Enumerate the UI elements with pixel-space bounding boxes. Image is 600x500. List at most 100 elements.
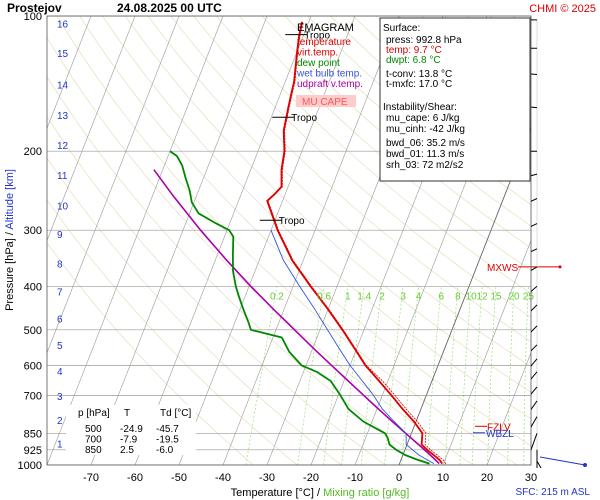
x-axis-label: Temperature [°C] / Mixing ratio [g/kg] [231,487,410,499]
wind-barb [531,150,537,152]
altitude-tick-label: 16 [57,20,69,31]
wind-barb-shaft [531,73,538,75]
mixing-ratio-label: 20 [508,291,520,302]
table-header: T [124,408,130,419]
isotherm-line [575,16,600,465]
wind-barb [531,358,538,367]
mixing-ratio-label: 2 [379,291,385,302]
info-line: temp: 9.7 °C [386,45,442,56]
dry-adiabat [102,16,531,420]
table-cell: 700 [85,435,102,446]
temperature-tick-label: -30 [259,472,275,484]
wind-barb-flag [516,198,522,205]
isotherm-line [0,16,3,465]
isotherm-line [486,351,531,465]
temperature-tick-label: -70 [83,472,99,484]
table-cell: 500 [85,424,102,435]
mixing-ratio-label: 1.4 [357,291,371,302]
wind-barb-flag [510,201,516,208]
tropopause-label: Tropo [291,113,317,124]
dry-adiabat [147,16,531,368]
dry-adiabat [124,16,531,393]
mixing-ratio-label: 10 [466,291,478,302]
wbzl-label: WBZL [486,429,514,440]
wind-barb-flag [517,352,525,357]
updraft-line [153,169,440,465]
mxws-label: MXWS [487,263,518,274]
wind-barb [531,106,538,109]
legend-item: dew point [297,58,340,69]
wind-barb-flag [518,432,527,435]
wind-barb-shaft [531,198,538,202]
wind-barb [518,416,538,435]
info-panel [379,17,531,182]
wind-barb-shaft [531,285,538,293]
wind-barb-half-flag [544,479,547,482]
info-line: t-mxfc: 17.0 °C [386,79,452,90]
wind-barb-shaft [531,386,538,395]
level-table: p [hPa] T Td [°C] 500 -24.9 -45.7 700 -7.9 -19.5… [78,408,191,456]
wind-barb-shaft [531,304,538,312]
isotherm-line [47,16,180,354]
dry-adiabat [170,16,531,343]
altitude-tick-label: 8 [57,260,63,271]
temperature-tick-label: 20 [481,472,493,484]
dry-adiabat [307,16,531,205]
wind-barb [531,285,538,293]
temperature-tick-label: -40 [215,472,231,484]
isotherm-line [530,464,531,465]
wind-barb-half-flag [526,310,530,313]
info-line: mu_cinh: -42 J/kg [386,124,465,135]
mixing-ratio-label: 15 [490,291,502,302]
wind-barb [531,173,538,177]
wind-barb-shaft [531,416,538,428]
table-header: p [hPa] [78,408,110,419]
info-line: Surface: [383,23,420,34]
altitude-tick-label: 2 [57,416,63,427]
temperature-tick-label: -10 [347,472,363,484]
wind-barb-shaft [531,248,538,253]
wind-barb-shaft [531,358,538,367]
wind-barb [515,304,538,320]
altitude-tick-label: 10 [57,201,69,212]
isotherm-line [178,16,356,465]
table-cell: 850 [85,445,102,456]
info-line: t-conv: 13.8 °C [386,69,452,80]
pressure-tick-label: 500 [24,325,42,337]
wind-barb-half-flag [518,253,521,257]
level-table-box [66,405,196,455]
credit-text: CHMI © 2025 [529,3,596,15]
y-axis-label-pressure: Pressure [hPa] [4,238,16,311]
wind-barb [512,344,538,362]
temperature-tick-label: 30 [525,472,537,484]
legend-item: temperature [297,37,351,48]
datetime-title: 24.08.2025 00 UTC [117,1,222,15]
table-cell: -19.5 [156,435,179,446]
wind-barb [531,386,538,395]
dry-adiabat [536,16,600,465]
fzlv-label: FZLV [487,422,511,433]
wind-barb-shaft [536,460,542,468]
wind-barb-shaft [531,344,538,352]
wind-barb-flag [515,315,523,320]
table-cell: -45.7 [156,424,179,435]
wind-barb [517,400,538,418]
wind-barb-shaft [531,223,538,227]
table-header: Td [°C] [160,408,191,419]
wind-barb [531,47,537,49]
isotherm-line [442,239,531,465]
station-title: Prostejov [7,1,62,15]
wind-barb-shaft [531,266,538,271]
pressure-tick-label: 925 [24,445,42,457]
wind-barb [536,460,547,482]
dry-adiabat [216,16,531,295]
isotherm-line [47,16,224,465]
altitude-tick-label: 11 [57,171,68,182]
wind-barb-flag [512,357,520,362]
wind-barb-flag [517,414,526,418]
wind-barb-half-flag [521,271,524,274]
wind-barb-flag [520,455,529,456]
legend-title: EMAGRAM [297,22,354,34]
mixing-ratio-label: 1 [345,291,351,302]
